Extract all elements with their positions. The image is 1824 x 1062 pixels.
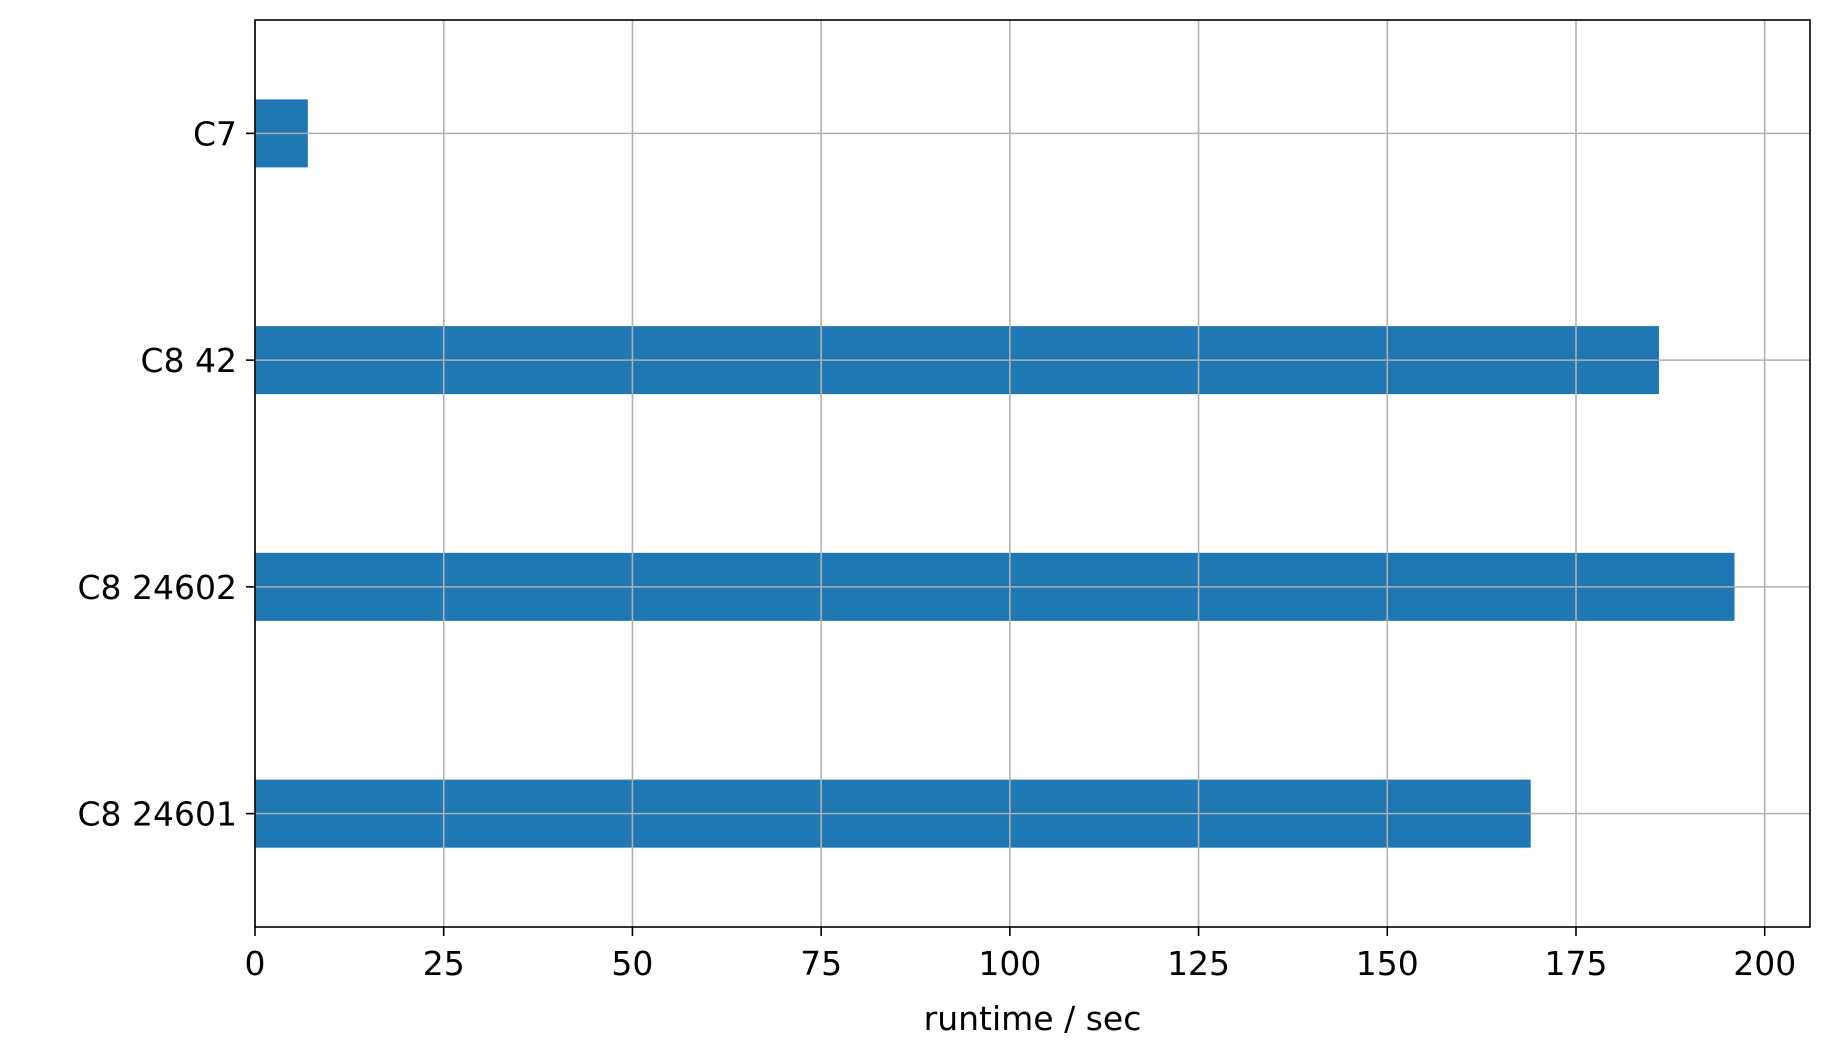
x-ticks: 0 25 50 75 100 125 150 175 200	[245, 927, 1796, 983]
x-tick-label: 150	[1356, 944, 1419, 983]
x-tick-label: 100	[978, 944, 1041, 983]
bars	[255, 99, 1735, 848]
x-tick-label: 200	[1733, 944, 1796, 983]
y-ticks: C7 C8 42 C8 24602 C8 24601	[77, 114, 255, 834]
x-tick-label: 50	[611, 944, 653, 983]
plot-frame	[254, 19, 1811, 928]
y-tick-label: C7	[193, 114, 237, 153]
x-tick-label: 25	[423, 944, 465, 983]
x-tick-label: 175	[1544, 944, 1607, 983]
x-tick-label: 75	[800, 944, 842, 983]
y-tick-label: C8 24602	[77, 568, 237, 607]
x-tick-label: 125	[1167, 944, 1230, 983]
y-tick-label: C8 42	[140, 341, 237, 380]
x-axis-label: runtime / sec	[924, 999, 1142, 1038]
x-tick-label: 0	[245, 944, 266, 983]
y-tick-label: C8 24601	[77, 795, 237, 834]
